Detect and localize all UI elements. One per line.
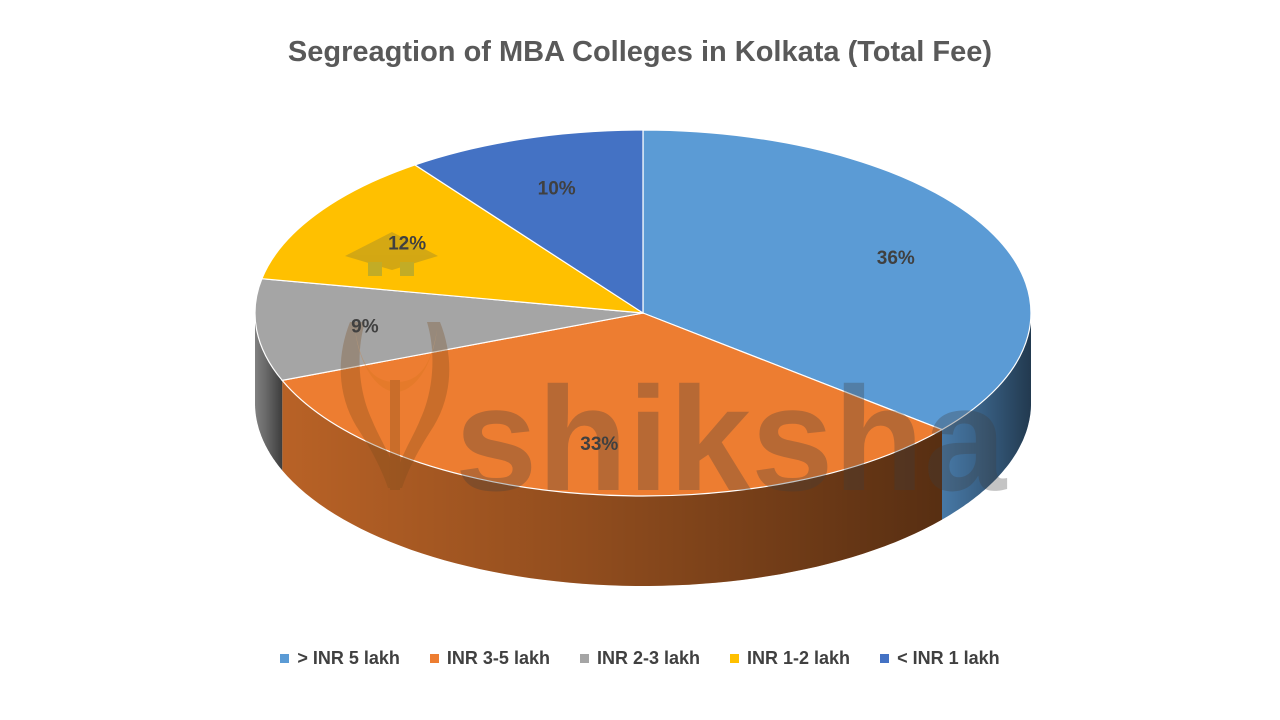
legend-label: < INR 1 lakh xyxy=(897,648,1000,668)
pie-slice-inr-5-lakh xyxy=(642,129,1032,431)
watermark: shiksha xyxy=(340,232,1008,522)
legend-item-inr-3-5-lakh: INR 3-5 lakh xyxy=(429,648,550,669)
legend-label: > INR 5 lakh xyxy=(297,648,400,668)
legend-item-inr-2-3-lakh: INR 2-3 lakh xyxy=(579,648,701,669)
watermark-text: shiksha xyxy=(455,357,1008,522)
data-label-inr-1-lakh: 10% xyxy=(538,179,576,200)
legend-swatch xyxy=(880,654,890,663)
pie-side-shading-inr-2-3-lakh xyxy=(255,313,283,471)
shiksha-logo-icon xyxy=(340,322,450,490)
legend-label: INR 1-2 lakh xyxy=(747,648,851,668)
pie-slice-inr-1-2-lakh xyxy=(261,164,644,314)
legend-swatch xyxy=(429,654,439,663)
legend-label: INR 3-5 lakh xyxy=(446,648,550,668)
legend-label: INR 2-3 lakh xyxy=(596,648,701,668)
legend-item-inr-5-lakh: > INR 5 lakh xyxy=(280,648,400,669)
legend-swatch xyxy=(579,654,589,663)
pie-slice-inr-1-lakh xyxy=(413,129,644,315)
legend-item-inr-1-2-lakh: INR 1-2 lakh xyxy=(730,648,850,669)
legend-swatch xyxy=(280,654,290,663)
graduation-cap-icon xyxy=(345,232,438,276)
data-label-inr-3-5-lakh: 33% xyxy=(580,434,618,455)
data-labels: 36% 33% 9% 12% 10% xyxy=(351,179,915,455)
data-label-inr-1-2-lakh: 12% xyxy=(388,233,426,254)
legend-item-inr-1-lakh: < INR 1 lakh xyxy=(880,648,1000,669)
pie-sides xyxy=(255,313,1031,586)
data-label-inr-2-3-lakh: 9% xyxy=(351,316,379,337)
pie-slice-inr-2-3-lakh xyxy=(254,278,644,382)
legend-swatch xyxy=(730,654,740,663)
chart-title: Segreagtion of MBA Colleges in Kolkata (… xyxy=(287,36,993,68)
pie-side-shading-inr-5-lakh xyxy=(942,313,1031,520)
pie-side-shading-inr-3-5-lakh xyxy=(282,380,942,586)
pie-slice-inr-3-5-lakh xyxy=(281,312,944,497)
chart-legend: > INR 5 lakh INR 3-5 lakh INR 2-3 lakh INR … xyxy=(0,648,1280,669)
pie-tops xyxy=(254,129,1032,497)
data-label-inr-5-lakh: 36% xyxy=(877,248,915,269)
